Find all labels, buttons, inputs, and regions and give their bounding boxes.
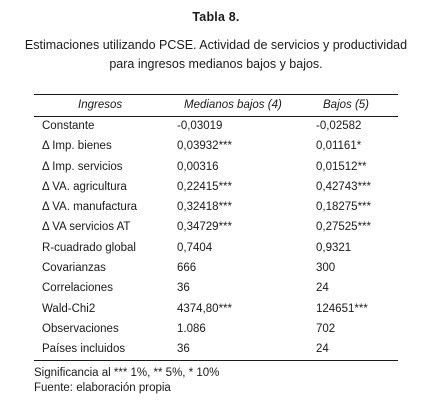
table-row: Δ VA. manufactura 0,32418*** 0,18275*** xyxy=(34,198,398,218)
table-notes: Significancia al *** 1%, ** 5%, * 10% Fu… xyxy=(34,366,219,396)
cell-bajos: 0,42743*** xyxy=(316,180,371,193)
cell-medianos-bajos: -0,03019 xyxy=(177,120,223,132)
column-header-bajos: Bajos (5) xyxy=(323,99,370,111)
table-row: Países incluidos 36 24 xyxy=(34,340,398,360)
table-row: Observaciones 1.086 702 xyxy=(34,320,398,340)
cell-bajos: 24 xyxy=(316,343,329,356)
cell-medianos-bajos: 0,22415*** xyxy=(177,180,232,193)
cell-medianos-bajos: 0,32418*** xyxy=(177,201,232,214)
significance-note: Significancia al *** 1%, ** 5%, * 10% xyxy=(34,367,220,379)
row-label: Δ VA. agricultura xyxy=(42,180,127,193)
row-label: Correlaciones xyxy=(42,282,113,295)
table-title: Tabla 8. xyxy=(192,10,240,24)
cell-medianos-bajos: 0,34729*** xyxy=(177,221,232,234)
column-header-ingresos: Ingresos xyxy=(78,99,123,111)
cell-medianos-bajos: 4374,80*** xyxy=(177,302,232,315)
cell-medianos-bajos: 0,7404 xyxy=(177,241,213,254)
table-row: Δ Imp. bienes 0,03932*** 0,01161* xyxy=(34,137,398,157)
header-rule xyxy=(34,116,398,117)
cell-bajos: 300 xyxy=(316,262,336,275)
table-header: Ingresos Medianos bajos (4) Bajos (5) xyxy=(34,96,398,116)
cell-bajos: 0,9321 xyxy=(316,241,352,254)
row-label: Covarianzas xyxy=(42,262,106,275)
row-label: Países incluidos xyxy=(42,343,126,356)
table-row: Δ VA servicios AT 0,34729*** 0,27525*** xyxy=(34,218,398,238)
table-row: R-cuadrado global 0,7404 0,9321 xyxy=(34,239,398,259)
cell-bajos: 0,01512** xyxy=(316,160,367,173)
row-label: Δ VA servicios AT xyxy=(42,221,131,234)
table-row: Constante -0,03019 -0,02582 xyxy=(34,117,398,137)
table-row: Covarianzas 666 300 xyxy=(34,259,398,279)
cell-medianos-bajos: 666 xyxy=(177,262,197,275)
cell-bajos: 0,01161* xyxy=(316,140,362,153)
table-caption: Estimaciones utilizando PCSE. Actividad … xyxy=(0,36,432,74)
row-label: R-cuadrado global xyxy=(42,241,136,254)
row-label: Constante xyxy=(42,120,95,132)
caption-line-1: Estimaciones utilizando PCSE. Actividad … xyxy=(24,38,408,52)
cell-bajos: 0,27525*** xyxy=(316,221,371,234)
source-note: Fuente: elaboración propia xyxy=(34,382,171,394)
cell-medianos-bajos: 0,00316 xyxy=(177,160,219,173)
row-label: Δ Imp. bienes xyxy=(42,140,112,153)
table-body: Constante -0,03019 -0,02582 Δ Imp. biene… xyxy=(34,117,398,361)
row-label: Wald-Chi2 xyxy=(42,302,96,315)
table-row: Δ Imp. servicios 0,00316 0,01512** xyxy=(34,158,398,178)
row-label: Observaciones xyxy=(42,322,119,335)
caption-line-2: para ingresos medianos bajos y bajos. xyxy=(109,57,323,71)
cell-bajos: 24 xyxy=(316,282,329,295)
cell-medianos-bajos: 36 xyxy=(177,282,190,295)
cell-bajos: 124651*** xyxy=(316,302,368,315)
cell-medianos-bajos: 0,03932*** xyxy=(177,140,232,153)
cell-bajos: 702 xyxy=(316,322,336,335)
cell-medianos-bajos: 1.086 xyxy=(177,322,206,335)
table-row: Wald-Chi2 4374,80*** 124651*** xyxy=(34,300,398,320)
row-label: Δ Imp. servicios xyxy=(42,160,123,173)
table-row: Δ VA. agricultura 0,22415*** 0,42743*** xyxy=(34,178,398,198)
column-header-medianos-bajos: Medianos bajos (4) xyxy=(184,99,282,111)
row-label: Δ VA. manufactura xyxy=(42,201,138,214)
cell-medianos-bajos: 36 xyxy=(177,343,190,356)
bottom-rule xyxy=(34,360,398,361)
top-rule xyxy=(34,94,398,95)
cell-bajos: 0,18275*** xyxy=(316,201,371,214)
table-row: Correlaciones 36 24 xyxy=(34,279,398,299)
cell-bajos: -0,02582 xyxy=(316,120,362,132)
